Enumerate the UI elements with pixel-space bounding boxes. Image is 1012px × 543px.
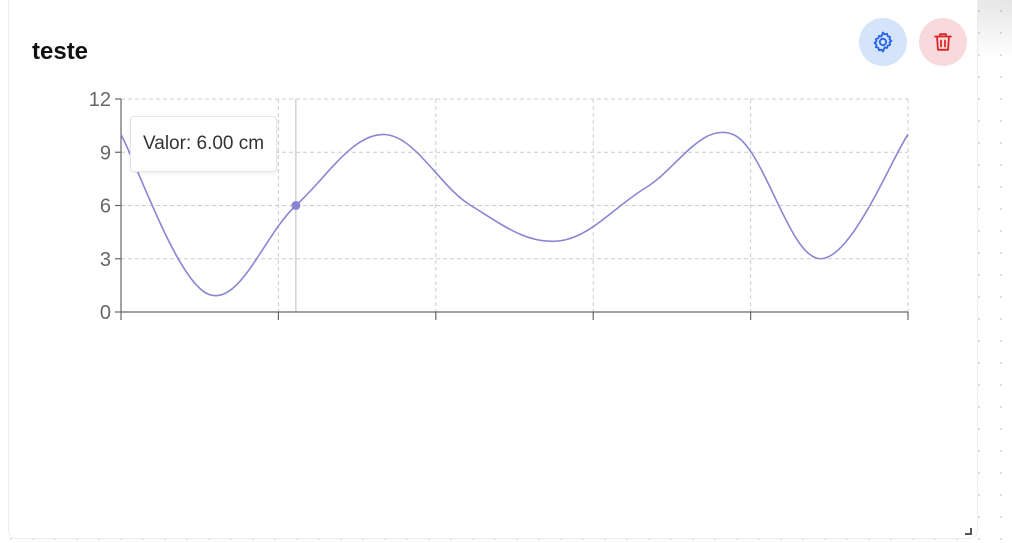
line-chart[interactable]: 0 3 6 9 12 — [72, 88, 922, 338]
y-tick-label: 9 — [100, 142, 111, 164]
delete-button[interactable] — [919, 18, 967, 66]
y-tick-label: 0 — [100, 302, 111, 324]
chart-widget[interactable]: teste — [8, 0, 978, 539]
highlight-point — [291, 201, 301, 210]
y-tick-label: 3 — [100, 249, 111, 271]
y-tick-label: 6 — [100, 196, 111, 218]
series-line — [120, 131, 909, 297]
resize-handle[interactable] — [964, 527, 972, 535]
trash-icon — [931, 30, 955, 54]
widget-title: teste — [32, 38, 89, 65]
chart-tooltip: Valor: 6.00 cm — [130, 116, 278, 172]
gear-icon — [871, 30, 895, 54]
y-tick-label: 12 — [89, 89, 111, 111]
settings-button[interactable] — [859, 18, 907, 66]
tooltip-text: Valor: 6.00 cm — [143, 133, 265, 154]
